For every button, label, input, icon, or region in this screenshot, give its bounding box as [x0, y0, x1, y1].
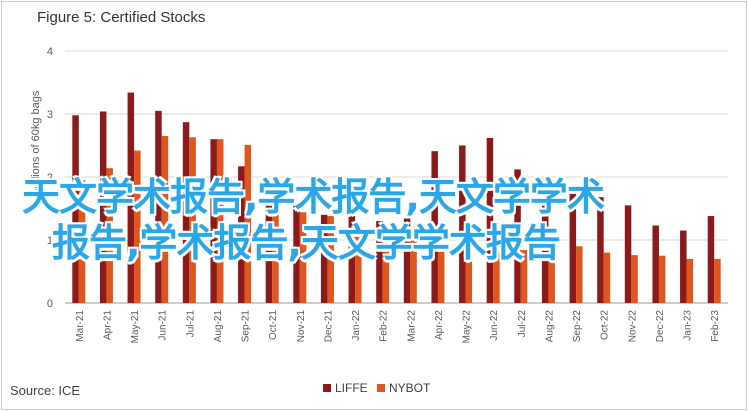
- chart-title: Figure 5: Certified Stocks: [37, 9, 206, 26]
- gridlines: [65, 50, 728, 304]
- bar-nybot: [493, 252, 500, 303]
- bar-nybot: [410, 236, 417, 303]
- bar-nybot: [299, 212, 307, 303]
- bar-nybot: [355, 224, 362, 303]
- bar-nybot: [189, 137, 196, 303]
- bar-nybot: [631, 255, 638, 303]
- overlay-text-line-2: 报告,学术报告,天文学学术报告: [52, 221, 561, 265]
- bar-liffe: [541, 179, 549, 303]
- x-tick-label: Aug-22: [544, 310, 555, 343]
- x-tick-label: Oct-22: [600, 310, 611, 340]
- x-tick-label: Oct-21: [268, 310, 279, 340]
- overlay-text-line-1: 天文学术报告,学术报告,天文学学术: [22, 175, 605, 219]
- x-tick-label: Dec-21: [323, 310, 334, 343]
- bar-nybot: [327, 216, 334, 303]
- bar-liffe: [680, 230, 687, 303]
- x-tick-label: Nov-22: [627, 310, 638, 343]
- bar-liffe: [514, 169, 521, 303]
- bar-liffe: [155, 110, 162, 303]
- legend: LIFFE NYBOT: [323, 381, 431, 395]
- x-tick-label: Jul-21: [185, 310, 196, 338]
- x-tick-label: Jan-23: [683, 310, 694, 341]
- legend-swatch-nybot: [377, 384, 385, 392]
- bar-liffe: [182, 122, 190, 303]
- x-tick-label: May-22: [462, 310, 473, 344]
- bar-liffe: [431, 151, 438, 303]
- bar-liffe: [652, 225, 659, 303]
- bar-nybot: [437, 251, 445, 303]
- bar-liffe: [624, 205, 632, 303]
- x-tick-label: Nov-21: [296, 310, 307, 343]
- y-tick-label: 3: [47, 109, 53, 121]
- bar-liffe: [293, 204, 300, 303]
- x-tick-labels: Mar-21 Apr-21 May-21 Jun-21 Jul-21 Aug-21 Sep-…: [75, 310, 721, 344]
- bar-liffe: [265, 180, 273, 303]
- bar-liffe: [127, 92, 135, 303]
- x-tick-label: Apr-22: [434, 310, 445, 340]
- x-tick-label: Aug-21: [213, 310, 224, 343]
- y-tick-label: 1: [47, 235, 53, 247]
- bar-liffe: [403, 218, 411, 303]
- x-tick-label: May-21: [130, 310, 141, 344]
- bar-nybot: [382, 233, 390, 303]
- x-tick-label: Sep-21: [241, 310, 252, 343]
- y-tick-label: 0: [47, 298, 53, 310]
- bar-liffe: [486, 137, 494, 303]
- bar-nybot: [658, 255, 666, 303]
- bar-nybot: [576, 246, 583, 303]
- y-axis-label: Millions of 60kg bags: [30, 90, 42, 193]
- bar-liffe: [459, 145, 466, 303]
- bar-liffe: [348, 216, 356, 303]
- bar-nybot: [603, 252, 611, 303]
- x-tick-label: Mar-22: [406, 310, 417, 342]
- bar-nybot: [272, 176, 279, 303]
- bar-liffe: [320, 214, 328, 303]
- bar-nybot: [548, 242, 555, 303]
- bar-nybot: [216, 139, 224, 303]
- x-tick-label: Feb-22: [379, 310, 390, 342]
- x-tick-label: Jul-22: [517, 310, 528, 338]
- bars: [72, 92, 721, 303]
- bar-liffe: [238, 166, 245, 303]
- legend-label-nybot: NYBOT: [389, 381, 431, 395]
- y-tick-label: 4: [47, 46, 53, 58]
- bar-liffe: [707, 216, 715, 303]
- x-tick-label: Apr-21: [102, 310, 113, 340]
- x-tick-label: Jun-21: [158, 310, 169, 341]
- bar-nybot: [465, 251, 473, 303]
- x-tick-label: Dec-22: [655, 310, 666, 343]
- bar-nybot: [244, 144, 252, 303]
- bar-nybot: [106, 168, 113, 303]
- x-tick-label: Feb-23: [710, 310, 721, 342]
- bar-nybot: [686, 258, 694, 303]
- bar-nybot: [78, 180, 86, 303]
- bar-liffe: [72, 115, 79, 303]
- x-tick-label: Mar-21: [75, 310, 86, 342]
- x-tick-label: Jun-22: [489, 310, 500, 341]
- x-tick-label: Jan-22: [351, 310, 362, 341]
- bar-liffe: [597, 197, 604, 303]
- bar-liffe: [210, 139, 217, 303]
- bar-nybot: [714, 258, 721, 303]
- bar-liffe: [99, 111, 107, 303]
- legend-label-liffe: LIFFE: [335, 381, 368, 395]
- bar-nybot: [161, 136, 169, 303]
- bar-liffe: [376, 221, 383, 303]
- x-tick-label: Sep-22: [572, 310, 583, 343]
- legend-swatch-liffe: [323, 384, 331, 392]
- bar-nybot: [520, 250, 528, 303]
- bar-liffe: [569, 187, 577, 303]
- y-tick-label: 2: [47, 172, 53, 184]
- bar-nybot: [134, 150, 141, 303]
- y-tick-labels: 0 1 2 3 4: [47, 46, 53, 310]
- source-note: Source: ICE: [10, 383, 81, 398]
